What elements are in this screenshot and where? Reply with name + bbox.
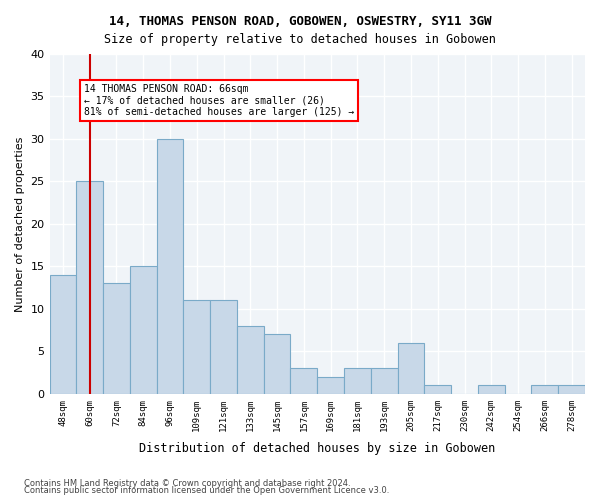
Bar bbox=[317, 377, 344, 394]
Text: Size of property relative to detached houses in Gobowen: Size of property relative to detached ho… bbox=[104, 32, 496, 46]
Bar bbox=[210, 300, 237, 394]
Bar bbox=[130, 266, 157, 394]
Bar bbox=[344, 368, 371, 394]
Y-axis label: Number of detached properties: Number of detached properties bbox=[15, 136, 25, 312]
Bar bbox=[371, 368, 398, 394]
Bar bbox=[103, 284, 130, 394]
Bar bbox=[50, 275, 76, 394]
Bar bbox=[558, 386, 585, 394]
Bar bbox=[290, 368, 317, 394]
Bar bbox=[76, 182, 103, 394]
Bar bbox=[532, 386, 558, 394]
Bar bbox=[184, 300, 210, 394]
X-axis label: Distribution of detached houses by size in Gobowen: Distribution of detached houses by size … bbox=[139, 442, 496, 455]
Text: 14 THOMAS PENSON ROAD: 66sqm
← 17% of detached houses are smaller (26)
81% of se: 14 THOMAS PENSON ROAD: 66sqm ← 17% of de… bbox=[85, 84, 355, 117]
Text: Contains public sector information licensed under the Open Government Licence v3: Contains public sector information licen… bbox=[24, 486, 389, 495]
Text: Contains HM Land Registry data © Crown copyright and database right 2024.: Contains HM Land Registry data © Crown c… bbox=[24, 478, 350, 488]
Bar bbox=[424, 386, 451, 394]
Bar bbox=[157, 139, 184, 394]
Bar bbox=[478, 386, 505, 394]
Text: 14, THOMAS PENSON ROAD, GOBOWEN, OSWESTRY, SY11 3GW: 14, THOMAS PENSON ROAD, GOBOWEN, OSWESTR… bbox=[109, 15, 491, 28]
Bar bbox=[237, 326, 264, 394]
Bar bbox=[398, 343, 424, 394]
Bar bbox=[264, 334, 290, 394]
